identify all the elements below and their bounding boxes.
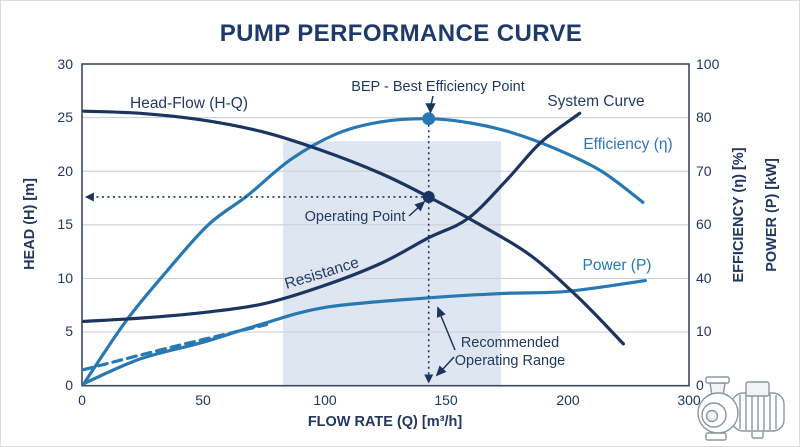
y-right-tick-60: 60: [696, 216, 712, 232]
range-pointer-arrowhead-down: [435, 365, 447, 377]
y-right-tick-40: 40: [696, 270, 712, 286]
y-left-axis-title: HEAD (H) [m]: [22, 178, 38, 270]
range-pointer-arrow-down: [441, 356, 455, 371]
y-left-tick-20: 20: [57, 163, 73, 179]
y-right-tick-80: 80: [696, 109, 712, 125]
bep-pointer-arrowhead: [425, 103, 436, 114]
y-right-tick-100: 100: [696, 56, 720, 72]
y-right-tick-10: 10: [696, 323, 712, 339]
y-left-tick-5: 5: [65, 323, 73, 339]
x-tick-300: 300: [677, 392, 701, 408]
y-left-tick-15: 15: [57, 216, 73, 232]
y-right-axis-title-efficiency: EFFICIENCY (η) [%]: [731, 147, 747, 283]
recommended-range-shade: [283, 141, 501, 386]
label-operating-point: Operating Point: [304, 209, 406, 225]
guide-lines: [84, 112, 436, 384]
plot-frame: [81, 63, 690, 387]
page-title: PUMP PERFORMANCE CURVE: [219, 20, 583, 47]
label-power: Power (P): [582, 257, 652, 274]
label-recommended-line2: Operating Range: [454, 353, 566, 369]
label-system-curve: System Curve: [547, 93, 645, 110]
y-left-tick-30: 30: [57, 56, 73, 72]
x-axis-title: FLOW RATE (Q) [m³/h]: [307, 414, 463, 430]
label-head-flow: Head-Flow (H-Q): [130, 95, 248, 112]
y-left-tick-0: 0: [65, 377, 73, 393]
x-tick-150: 150: [434, 392, 458, 408]
y-right-tick-0: 0: [696, 377, 704, 393]
curve-power: [82, 279, 647, 386]
y-right-tick-70: 70: [696, 163, 712, 179]
label-efficiency: Efficiency (η): [583, 136, 673, 153]
curve-efficiency: [82, 117, 645, 386]
operating-pointer-arrowhead: [414, 200, 426, 212]
range-pointer-arrowhead-up: [436, 306, 446, 318]
range-pointer-arrow-up: [440, 315, 456, 351]
pump-icon: [697, 376, 785, 441]
x-tick-100: 100: [313, 392, 337, 408]
label-recommended-line1: Recommended: [460, 335, 560, 351]
curve-system-resistance: [82, 111, 582, 323]
curve-head-flow: [82, 109, 625, 346]
x-tick-50: 50: [195, 392, 211, 408]
y-left-tick-10: 10: [57, 270, 73, 286]
y-left-tick-25: 25: [57, 109, 73, 125]
x-tick-0: 0: [78, 392, 86, 408]
x-tick-200: 200: [556, 392, 580, 408]
y-right-axis-title-power: POWER (P) [kW]: [764, 158, 780, 272]
label-bep: BEP - Best Efficiency Point: [351, 79, 525, 95]
